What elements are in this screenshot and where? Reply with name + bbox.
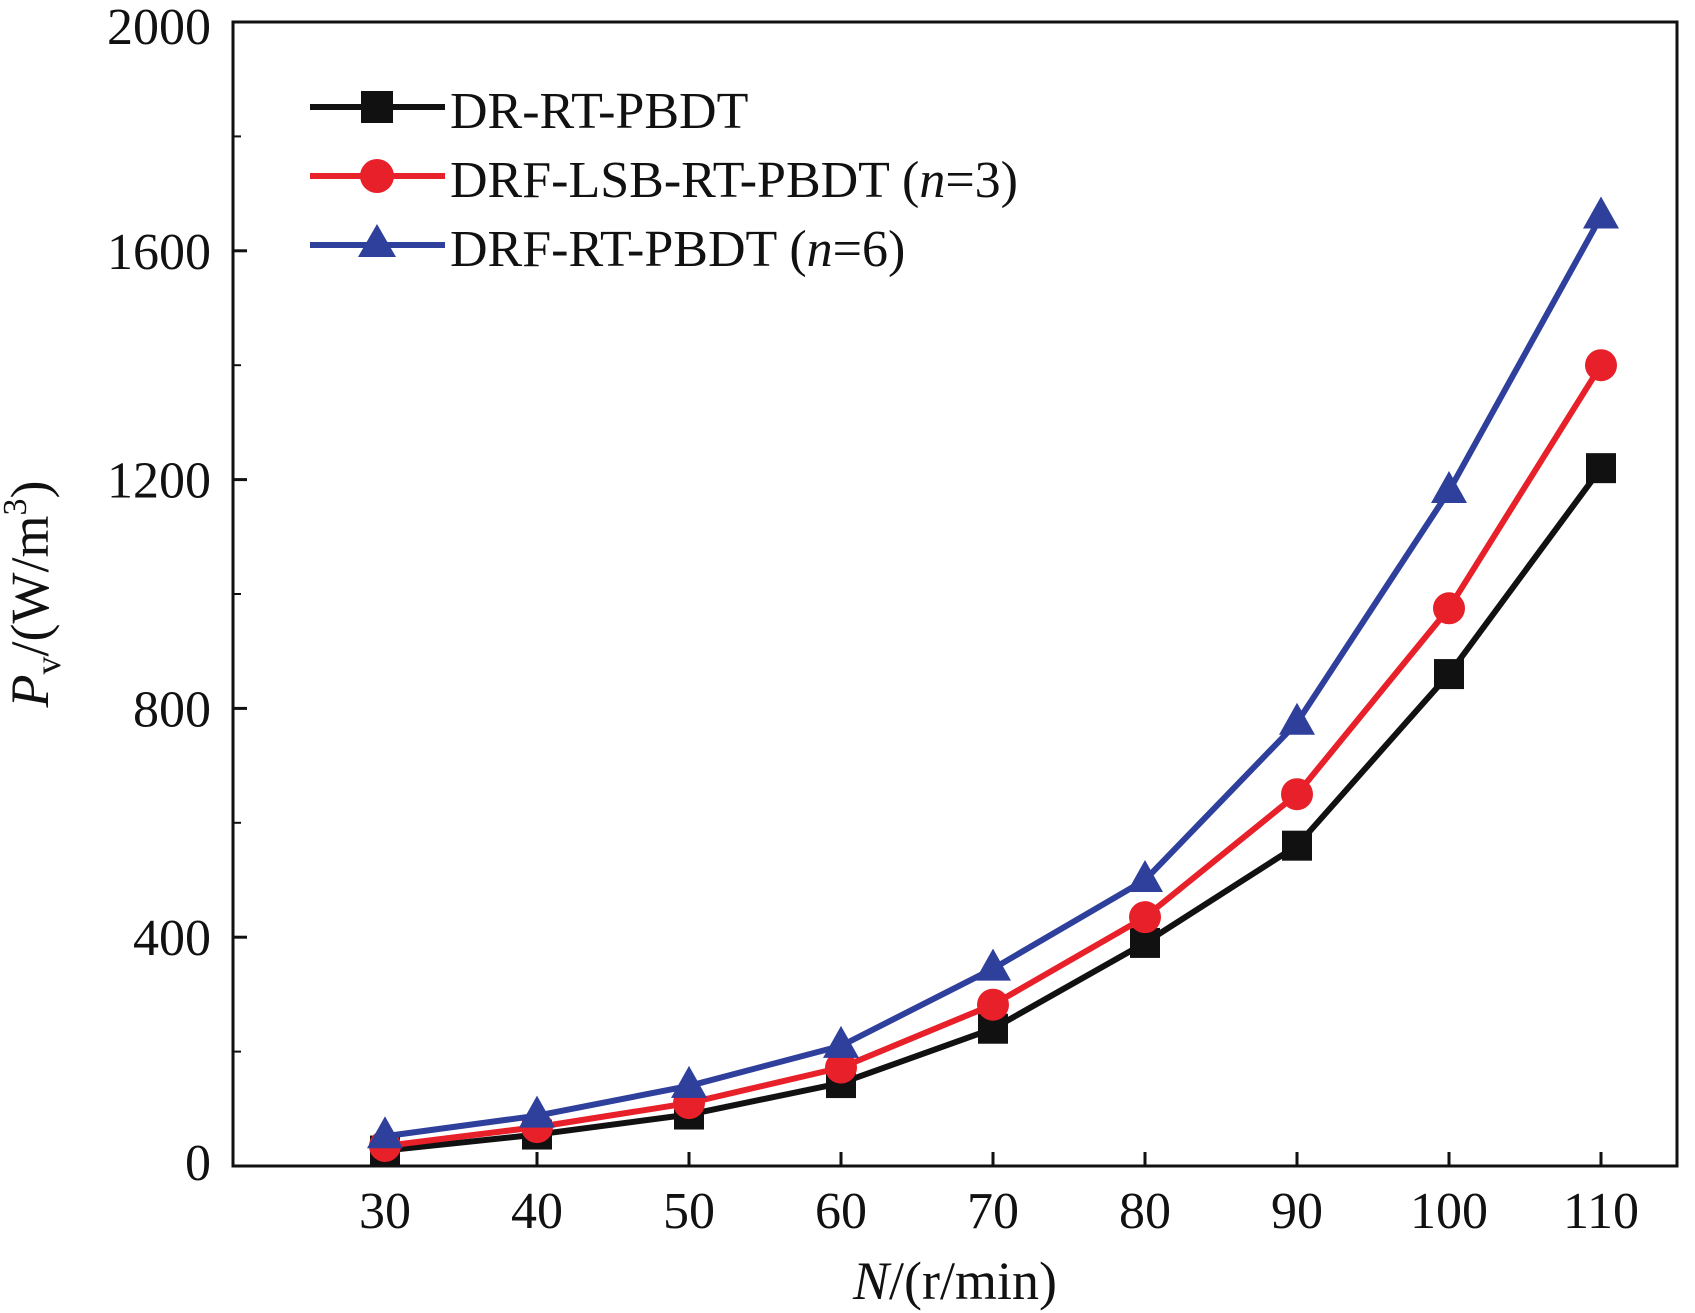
data-point-triangle (519, 1095, 555, 1128)
data-point-triangle (1431, 471, 1467, 504)
legend-label-series-2: DRF-LSB-RT-PBDT (n=3) (450, 152, 1018, 209)
series-layer (367, 196, 1619, 1166)
legend-entry-series-3: DRF-RT-PBDT (n=6) (310, 221, 905, 278)
x-axis-unit: /(r/min) (889, 1251, 1057, 1311)
x-tick-label: 80 (1119, 1183, 1171, 1240)
x-tick-label: 50 (663, 1183, 715, 1240)
x-tick-label: 40 (511, 1183, 563, 1240)
x-axis-title: N/(r/min) (852, 1251, 1057, 1311)
y-axis-variable: P (0, 674, 60, 708)
y-axis-title: Pv/(W/m3) (0, 481, 68, 709)
x-tick-label: 60 (815, 1183, 867, 1240)
legend-label-series-3: DRF-RT-PBDT (n=6) (450, 221, 905, 278)
y-axis: 0 400 800 1200 1600 2000 (107, 0, 247, 1192)
legend-series-2-param: n (919, 152, 945, 209)
legend-series-2-name: DRF-LSB-RT-PBDT (450, 152, 889, 209)
series-line (384, 466, 1604, 1154)
data-point-triangle (367, 1116, 403, 1149)
x-tick-label: 110 (1563, 1183, 1639, 1240)
x-tick-label: 30 (359, 1183, 411, 1240)
y-tick-label: 1200 (107, 453, 211, 510)
data-point-circle (1433, 592, 1465, 625)
legend-entry-series-2: DRF-LSB-RT-PBDT (n=3) (310, 152, 1018, 209)
data-point-circle (825, 1051, 857, 1084)
legend-label-series-1: DR-RT-PBDT (450, 83, 748, 140)
data-point-triangle (1279, 702, 1315, 735)
legend-marker-circle (360, 159, 394, 193)
legend-series-3-name: DRF-RT-PBDT (450, 221, 776, 278)
legend-entry-series-1: DR-RT-PBDT (310, 83, 748, 140)
legend-series-2-value: =3) (945, 152, 1018, 209)
y-axis-unit-open: /(W/m (0, 516, 60, 657)
y-axis-superscript: 3 (0, 499, 34, 516)
legend: DR-RT-PBDT DRF-LSB-RT-PBDT (n=3) DRF-RT-… (310, 83, 1018, 278)
data-point-square (1282, 830, 1312, 861)
x-tick-label: 90 (1271, 1183, 1323, 1240)
legend-marker-square (361, 91, 393, 123)
y-tick-label: 800 (133, 681, 211, 738)
x-axis: 30 40 50 60 70 80 90 100 110 (359, 1152, 1639, 1240)
legend-series-3-value: =6) (833, 221, 906, 278)
data-point-circle (1585, 349, 1617, 382)
series-3 (367, 196, 1619, 1149)
data-point-triangle (823, 1025, 859, 1058)
series-1 (370, 453, 1616, 1166)
data-point-triangle (671, 1065, 707, 1098)
legend-series-2-paren: ( (889, 152, 919, 209)
x-axis-variable: N (852, 1251, 892, 1311)
data-point-square (1586, 453, 1616, 484)
data-point-circle (1129, 901, 1161, 934)
y-tick-label: 2000 (107, 0, 211, 56)
data-point-triangle (1583, 196, 1619, 229)
data-point-square (1434, 659, 1464, 690)
y-axis-subscript: v (28, 656, 68, 674)
data-point-circle (1281, 778, 1313, 811)
legend-marker-triangle (358, 224, 396, 257)
y-axis-unit-close: ) (0, 481, 60, 499)
data-point-circle (977, 988, 1009, 1021)
data-point-triangle (1127, 860, 1163, 892)
y-tick-label: 400 (133, 910, 211, 967)
x-tick-label: 70 (967, 1183, 1019, 1240)
data-point-triangle (975, 948, 1011, 981)
x-tick-label: 100 (1410, 1183, 1488, 1240)
y-tick-label: 1600 (107, 224, 211, 281)
legend-series-1-name: DR-RT-PBDT (450, 83, 748, 140)
legend-series-3-paren: ( (776, 221, 806, 278)
y-tick-label: 0 (185, 1135, 211, 1192)
legend-series-3-param: n (807, 221, 833, 278)
